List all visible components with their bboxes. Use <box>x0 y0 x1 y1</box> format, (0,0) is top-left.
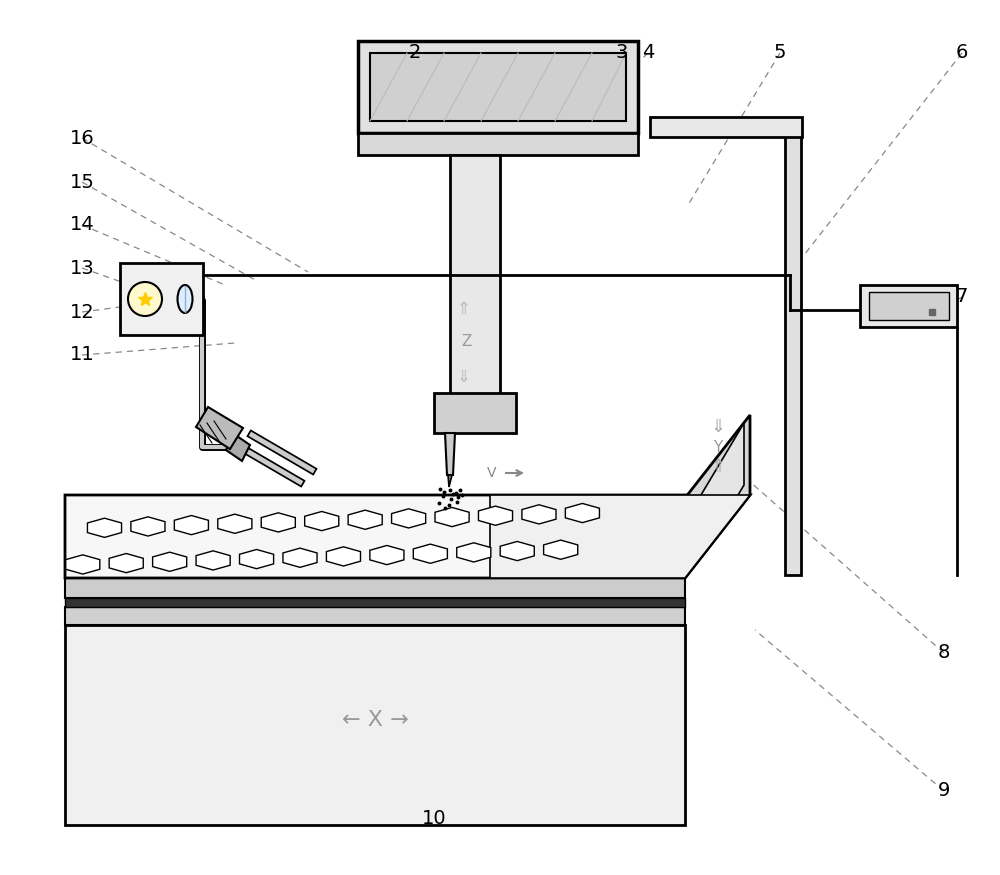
Text: ⇑: ⇑ <box>710 458 726 476</box>
Polygon shape <box>66 555 100 574</box>
Bar <box>120 263 203 335</box>
Polygon shape <box>490 495 750 578</box>
Text: 11: 11 <box>70 346 94 365</box>
Polygon shape <box>65 495 750 578</box>
Polygon shape <box>370 545 404 564</box>
Ellipse shape <box>178 285 193 313</box>
Polygon shape <box>218 514 252 534</box>
Polygon shape <box>283 548 317 567</box>
Text: 14: 14 <box>70 215 94 235</box>
Polygon shape <box>174 515 208 535</box>
Polygon shape <box>196 551 230 570</box>
Bar <box>650 117 802 137</box>
Text: ← X →: ← X → <box>342 710 408 730</box>
Text: 12: 12 <box>70 303 94 321</box>
Polygon shape <box>565 503 599 522</box>
Polygon shape <box>435 507 469 527</box>
Bar <box>785 135 801 575</box>
Bar <box>370 53 626 121</box>
Polygon shape <box>65 578 685 598</box>
Text: Z: Z <box>462 334 472 349</box>
Polygon shape <box>196 407 243 449</box>
Text: Y: Y <box>713 439 723 454</box>
Polygon shape <box>500 542 534 561</box>
Polygon shape <box>261 513 295 532</box>
Text: V: V <box>487 466 497 480</box>
Polygon shape <box>65 598 685 607</box>
Text: 7: 7 <box>956 288 968 306</box>
Text: 8: 8 <box>938 643 950 662</box>
Text: 5: 5 <box>774 44 786 62</box>
Bar <box>358 41 638 133</box>
Text: 13: 13 <box>70 258 94 277</box>
Polygon shape <box>544 540 578 559</box>
Polygon shape <box>131 517 165 536</box>
Polygon shape <box>65 625 685 825</box>
Polygon shape <box>448 475 452 487</box>
Text: 4: 4 <box>642 44 654 62</box>
Circle shape <box>128 282 162 316</box>
Polygon shape <box>348 510 382 529</box>
Bar <box>450 155 500 395</box>
Text: 3: 3 <box>616 44 628 62</box>
Polygon shape <box>685 415 750 578</box>
Polygon shape <box>87 518 122 537</box>
Polygon shape <box>522 505 556 524</box>
Text: 10: 10 <box>422 809 446 829</box>
Text: ⇓: ⇓ <box>710 418 726 436</box>
Polygon shape <box>698 423 744 562</box>
Polygon shape <box>240 550 274 569</box>
Bar <box>434 393 516 433</box>
Text: 2: 2 <box>409 44 421 62</box>
Text: 9: 9 <box>938 781 950 801</box>
Bar <box>358 133 638 155</box>
Text: ⇓: ⇓ <box>456 368 470 386</box>
Polygon shape <box>413 544 447 564</box>
Polygon shape <box>305 512 339 530</box>
Bar <box>860 285 957 327</box>
Text: 16: 16 <box>70 129 94 148</box>
Text: ⇑: ⇑ <box>456 300 470 318</box>
Polygon shape <box>392 508 426 528</box>
Polygon shape <box>226 434 250 461</box>
Bar <box>869 292 949 320</box>
Polygon shape <box>153 552 187 571</box>
Polygon shape <box>445 433 455 475</box>
Text: 15: 15 <box>70 172 94 192</box>
Text: 6: 6 <box>956 44 968 62</box>
Polygon shape <box>109 554 143 573</box>
Polygon shape <box>478 506 513 525</box>
Polygon shape <box>457 542 491 562</box>
Polygon shape <box>65 607 685 625</box>
Polygon shape <box>326 547 360 566</box>
